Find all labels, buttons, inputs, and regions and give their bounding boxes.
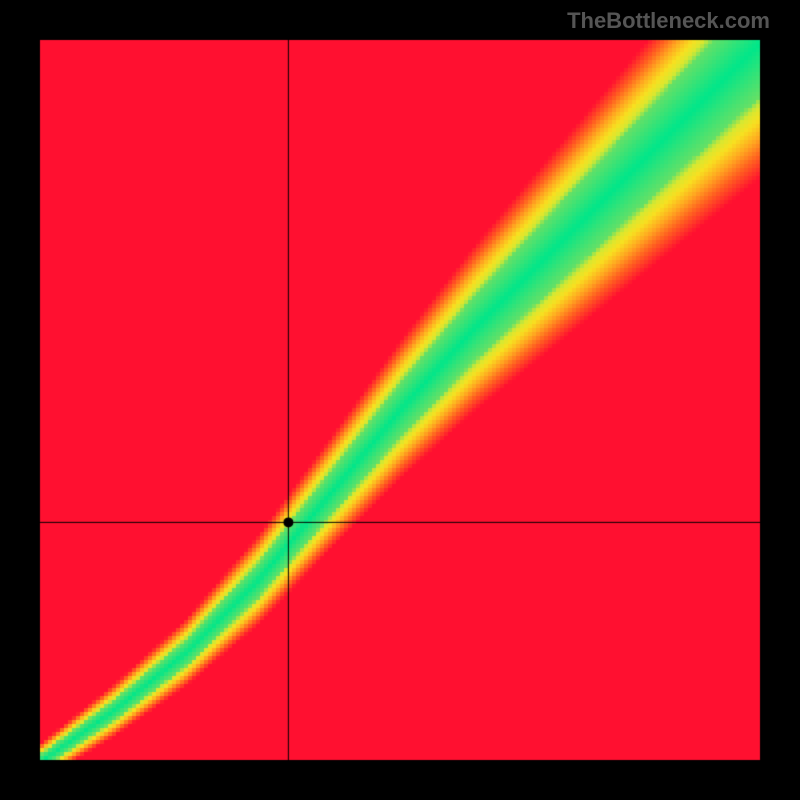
watermark-text: TheBottleneck.com <box>567 8 770 34</box>
chart-container: TheBottleneck.com <box>0 0 800 800</box>
heatmap-canvas <box>0 0 800 800</box>
